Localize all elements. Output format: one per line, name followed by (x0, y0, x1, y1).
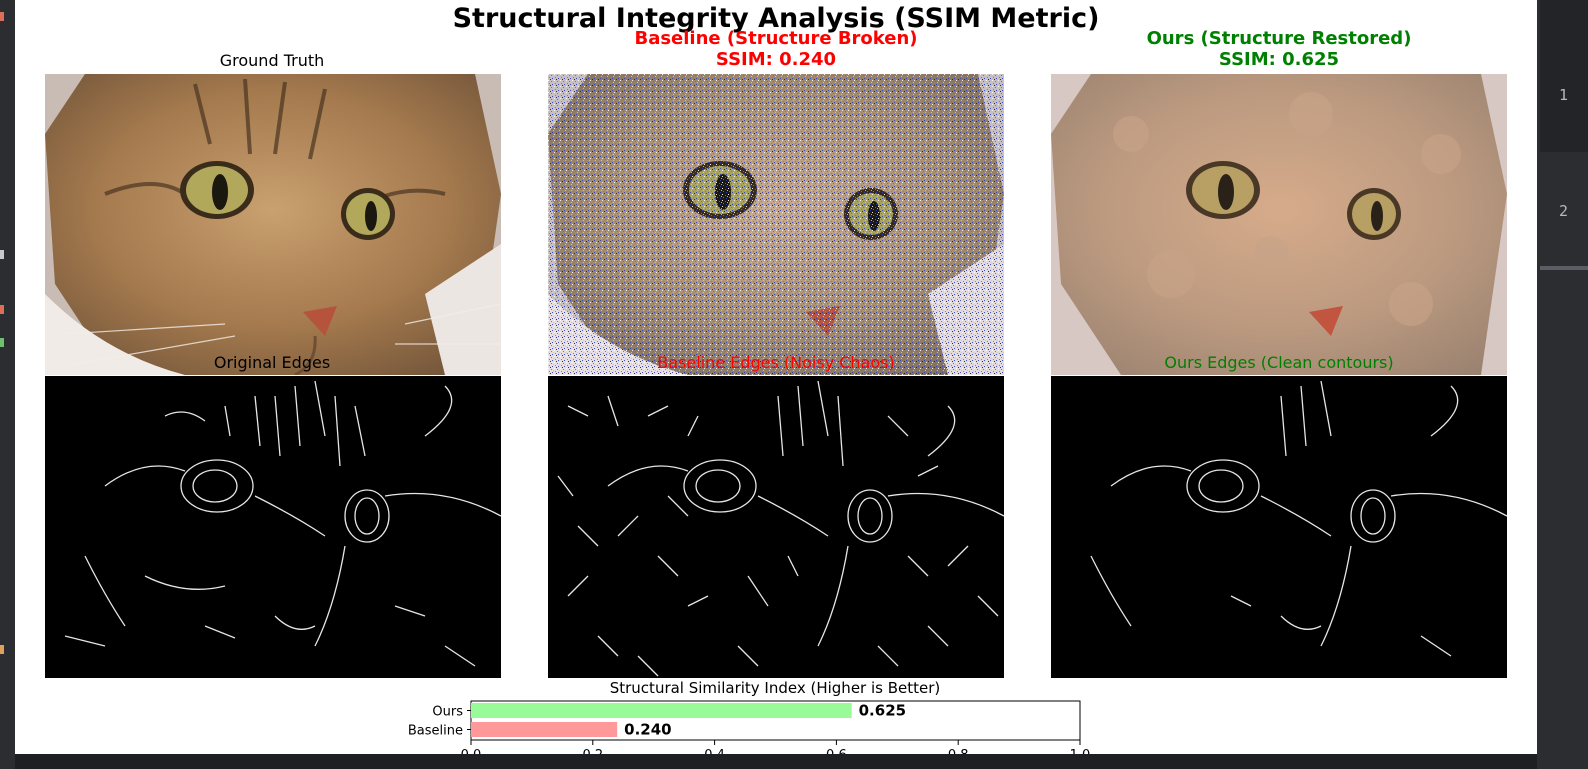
x-tick-label: 0.6 (826, 748, 847, 754)
baseline-edges-image (548, 376, 1004, 678)
editor-right-gutter: 1 2 (1537, 0, 1588, 769)
editor-left-gutter (0, 0, 15, 769)
ours-title: Ours (Structure Restored) SSIM: 0.625 (1147, 28, 1412, 70)
baseline-image (548, 74, 1004, 375)
gutter-marker (0, 305, 4, 314)
line-number: 1 (1559, 86, 1569, 104)
ours-edges-label: Ours Edges (Clean contours) (1164, 353, 1394, 372)
value-label: 0.625 (859, 702, 906, 720)
bar-ours (471, 703, 852, 718)
baseline-title-line: Baseline (Structure Broken) (634, 28, 918, 49)
figure-canvas: Structural Integrity Analysis (SSIM Metr… (15, 0, 1537, 754)
value-label: 0.240 (624, 721, 671, 739)
figure-title: Structural Integrity Analysis (SSIM Metr… (452, 3, 1100, 34)
gutter-marker (0, 338, 4, 347)
line-number: 2 (1559, 202, 1569, 220)
ours-edges-image (1051, 376, 1507, 678)
ours-ssim-label: SSIM: 0.625 (1218, 49, 1340, 70)
original-edges-image (45, 376, 501, 678)
x-tick-label: 1.0 (1070, 748, 1091, 754)
x-tick-label: 0.0 (461, 748, 482, 754)
baseline-title: Baseline (Structure Broken) SSIM: 0.240 (634, 28, 917, 70)
ssim-bar-chart: Ours 0.625 Baseline 0.240 0.0 0.2 0.4 0.6 0.8 1.… (408, 700, 1091, 754)
gutter-marker (0, 12, 4, 21)
ground-truth-title: Ground Truth (219, 51, 325, 70)
category-label: Baseline (408, 724, 463, 739)
gutter-marker (0, 250, 4, 259)
plot-frame (470, 700, 1081, 741)
bar-baseline (471, 722, 618, 737)
x-tick-label: 0.8 (948, 748, 969, 754)
gutter-marker (0, 645, 4, 654)
original-edges-label: Original Edges (213, 353, 331, 372)
baseline-edges-label: Baseline Edges (Noisy Chaos) (657, 353, 895, 372)
ours-title-line: Ours (Structure Restored) (1146, 28, 1412, 49)
ours-image (1051, 74, 1507, 375)
ground-truth-image (45, 74, 501, 375)
bar-chart-title: Structural Similarity Index (Higher is B… (609, 679, 941, 697)
baseline-ssim-label: SSIM: 0.240 (715, 49, 837, 70)
x-tick-label: 0.4 (704, 748, 725, 754)
category-label: Ours (432, 705, 463, 720)
x-tick-label: 0.2 (582, 748, 603, 754)
